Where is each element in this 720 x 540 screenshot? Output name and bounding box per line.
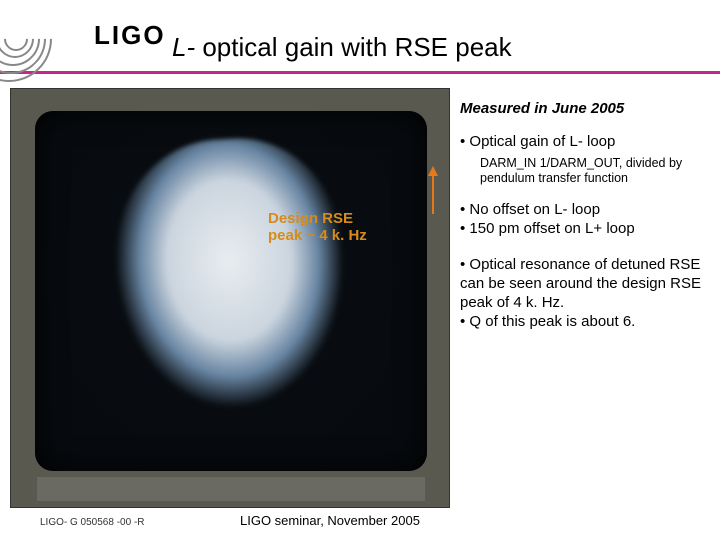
header: LIGO L- optical gain with RSE peak xyxy=(0,0,720,74)
bullet-no-offset-lminus: • No offset on L- loop xyxy=(460,201,710,220)
ligo-logo-icon xyxy=(8,4,98,68)
para-q-value: • Q of this peak is about 6. xyxy=(460,313,710,332)
bullet-optical-gain: • Optical gain of L- loop xyxy=(460,133,710,152)
subtext-darm: DARM_IN 1/DARM_OUT, divided by pendulum … xyxy=(480,156,710,187)
crt-screen xyxy=(35,111,427,471)
logo-text: LIGO xyxy=(94,20,166,51)
document-code: LIGO- G 050568 -00 -R xyxy=(40,517,145,528)
para-optical-resonance: • Optical resonance of detuned RSE can b… xyxy=(460,256,710,312)
callout-line2: peak ~ 4 k. Hz xyxy=(268,227,367,244)
crt-monitor xyxy=(10,88,450,508)
callout-arrow-icon xyxy=(432,174,434,214)
bullet-offset-lplus: • 150 pm offset on L+ loop xyxy=(460,220,710,239)
content-area: Design RSE peak ~ 4 k. Hz Measured in Ju… xyxy=(0,74,720,540)
design-rse-callout: Design RSE peak ~ 4 k. Hz xyxy=(268,210,367,245)
footer-text: LIGO seminar, November 2005 xyxy=(240,513,420,528)
beam-spot xyxy=(108,133,352,415)
callout-line1: Design RSE xyxy=(268,210,367,227)
measured-subhead: Measured in June 2005 xyxy=(460,100,710,119)
title-italic: L- xyxy=(172,32,195,62)
right-column: Measured in June 2005 • Optical gain of … xyxy=(460,100,710,331)
monitor-panel xyxy=(37,477,425,501)
title-rest: optical gain with RSE peak xyxy=(195,32,512,62)
slide-title: L- optical gain with RSE peak xyxy=(172,32,512,63)
